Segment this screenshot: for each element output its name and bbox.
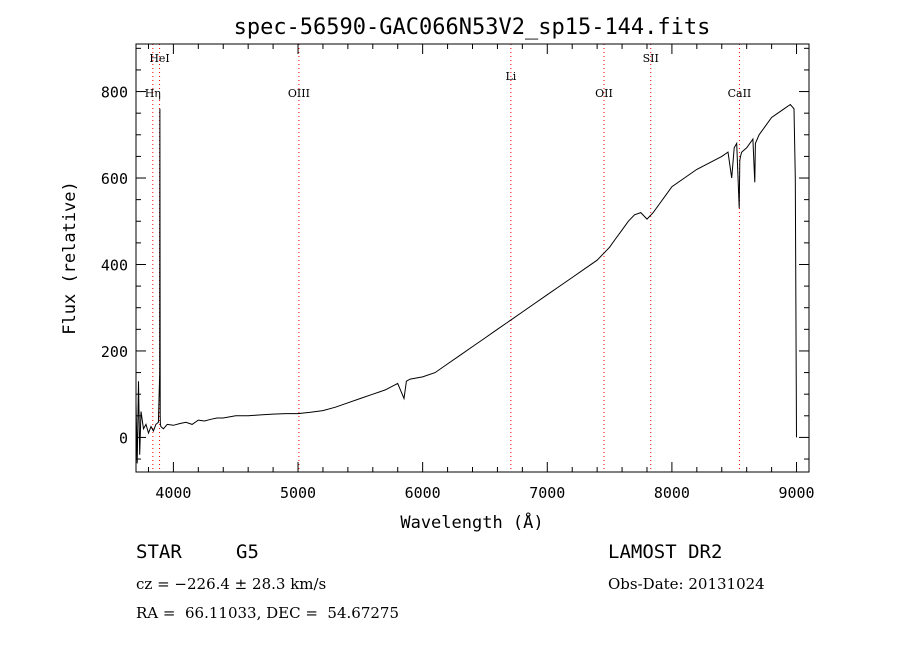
plot-frame (135, 43, 810, 473)
y-tick-label: 200 (101, 343, 128, 361)
object-class: STAR (136, 541, 182, 563)
spectral-line-label: Hη (145, 87, 161, 100)
x-tick-label: 5000 (280, 484, 316, 502)
y-tick-label: 800 (101, 84, 128, 102)
redshift-value: cz = −226.4 ± 28.3 km/s (136, 575, 327, 593)
x-tick-label: 9000 (778, 484, 814, 502)
x-axis-label: Wavelength (Å) (400, 511, 543, 533)
spectral-line-markers: HeI Hη OIII Li OII SII CaII (145, 44, 752, 472)
x-tick-label: 4000 (155, 484, 191, 502)
x-tick-label: 6000 (405, 484, 441, 502)
y-tick-label: 600 (101, 170, 128, 188)
y-tick-label: 0 (119, 429, 128, 447)
spectral-line-label: CaII (728, 87, 752, 100)
survey-name: LAMOST DR2 (608, 541, 723, 563)
spectrum-series-line (135, 103, 797, 464)
spectral-line-label: Li (505, 70, 516, 83)
axis-ticks: 4000 5000 6000 7000 8000 9000 0 200 400 600 800 (101, 44, 815, 502)
spectral-line-label: SII (643, 52, 659, 65)
y-tick-label: 400 (101, 256, 128, 274)
spectral-line-label: HeI (149, 52, 169, 65)
spectral-line-label: OIII (288, 87, 310, 100)
object-subclass: G5 (236, 541, 259, 563)
coordinates: RA = 66.11033, DEC = 54.67275 (136, 604, 400, 622)
chart-title: spec-56590-GAC066N53V2_sp15-144.fits (234, 15, 711, 40)
x-tick-label: 7000 (529, 484, 565, 502)
x-tick-label: 8000 (654, 484, 690, 502)
y-axis-label: Flux (relative) (60, 181, 80, 335)
observation-date: Obs-Date: 20131024 (608, 575, 765, 593)
spectral-line-label: OII (595, 87, 613, 100)
